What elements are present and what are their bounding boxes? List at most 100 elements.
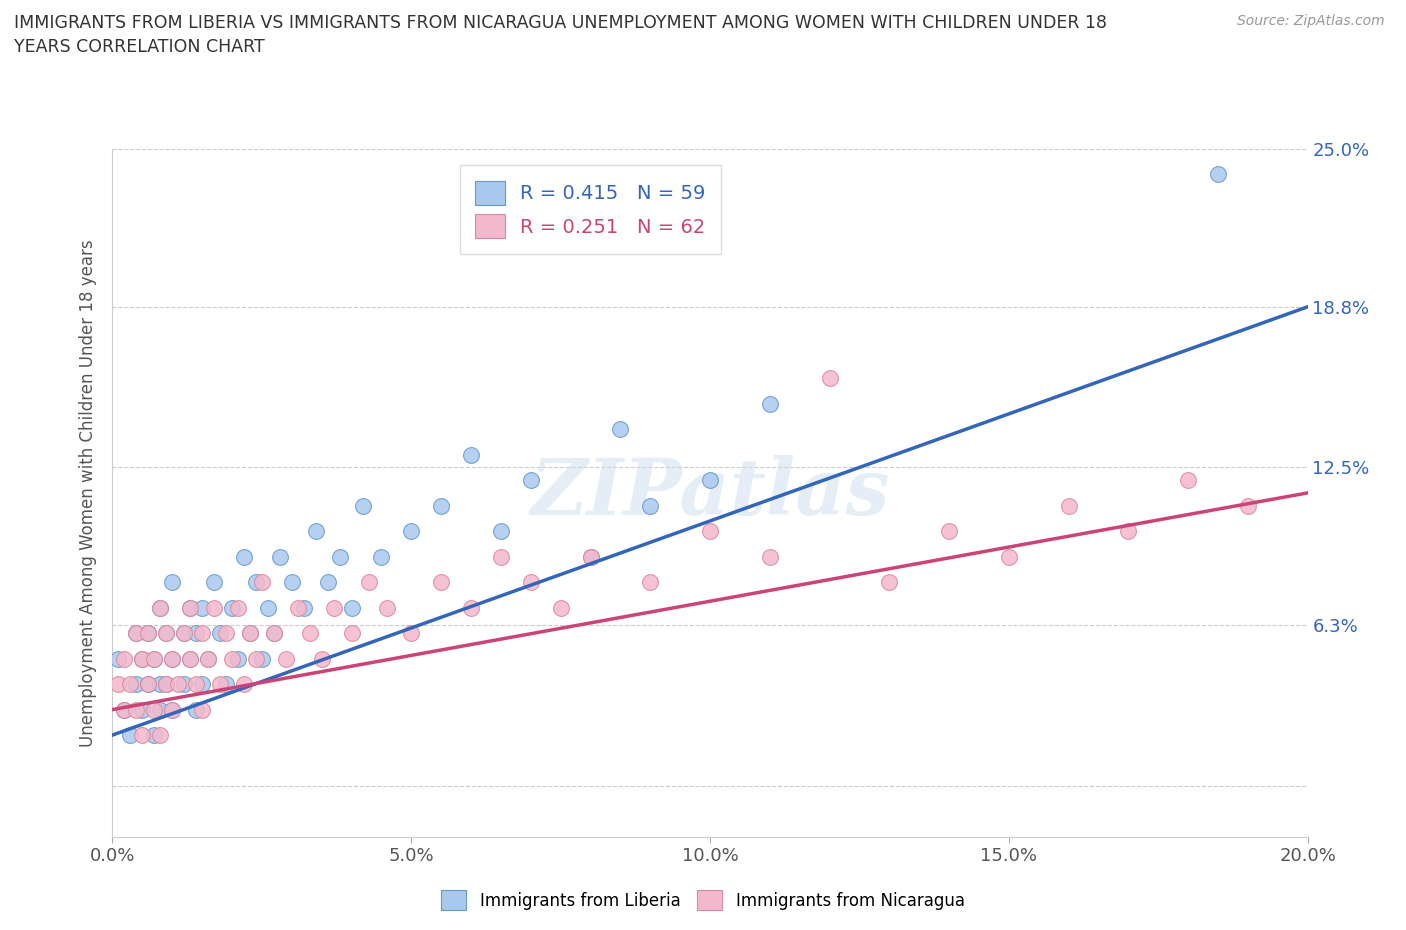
Point xyxy=(1237,498,1260,513)
Point xyxy=(191,626,214,641)
Point xyxy=(143,727,166,742)
Point xyxy=(353,498,375,513)
Point xyxy=(120,727,142,742)
Point xyxy=(107,651,129,666)
Point xyxy=(460,600,482,615)
Point xyxy=(233,677,256,692)
Point xyxy=(998,550,1021,565)
Text: IMMIGRANTS FROM LIBERIA VS IMMIGRANTS FROM NICARAGUA UNEMPLOYMENT AMONG WOMEN WI: IMMIGRANTS FROM LIBERIA VS IMMIGRANTS FR… xyxy=(14,14,1107,56)
Point xyxy=(311,651,333,666)
Point xyxy=(155,677,177,692)
Point xyxy=(460,447,482,462)
Point xyxy=(114,702,135,717)
Point xyxy=(699,472,721,487)
Point xyxy=(114,702,135,717)
Point xyxy=(191,600,214,615)
Point xyxy=(125,626,148,641)
Point xyxy=(305,524,328,538)
Point xyxy=(269,550,291,565)
Point xyxy=(155,626,177,641)
Point xyxy=(401,524,423,538)
Point xyxy=(149,677,172,692)
Point xyxy=(131,727,153,742)
Point xyxy=(550,600,572,615)
Point xyxy=(818,371,841,386)
Point xyxy=(179,651,201,666)
Point xyxy=(202,600,225,615)
Point xyxy=(1206,166,1229,181)
Point xyxy=(699,524,721,538)
Point xyxy=(138,677,160,692)
Point xyxy=(131,702,153,717)
Point xyxy=(489,524,512,538)
Point xyxy=(186,677,208,692)
Point xyxy=(226,651,249,666)
Legend: R = 0.415   N = 59, R = 0.251   N = 62: R = 0.415 N = 59, R = 0.251 N = 62 xyxy=(460,166,721,254)
Point xyxy=(162,651,183,666)
Point xyxy=(579,550,602,565)
Point xyxy=(167,677,190,692)
Point xyxy=(401,626,423,641)
Point xyxy=(138,626,160,641)
Point xyxy=(143,651,166,666)
Point xyxy=(239,626,262,641)
Point xyxy=(250,575,273,590)
Point xyxy=(125,702,148,717)
Point xyxy=(489,550,512,565)
Point xyxy=(209,626,232,641)
Point xyxy=(239,626,262,641)
Point xyxy=(370,550,392,565)
Point xyxy=(143,702,166,717)
Point xyxy=(359,575,381,590)
Text: Source: ZipAtlas.com: Source: ZipAtlas.com xyxy=(1237,14,1385,28)
Point xyxy=(191,702,214,717)
Point xyxy=(1118,524,1140,538)
Point xyxy=(173,677,195,692)
Point xyxy=(1057,498,1080,513)
Point xyxy=(879,575,901,590)
Point xyxy=(125,677,148,692)
Point xyxy=(520,472,543,487)
Legend: Immigrants from Liberia, Immigrants from Nicaragua: Immigrants from Liberia, Immigrants from… xyxy=(434,884,972,917)
Point xyxy=(938,524,960,538)
Point xyxy=(179,600,201,615)
Point xyxy=(138,626,160,641)
Point xyxy=(329,550,352,565)
Point xyxy=(131,651,153,666)
Point xyxy=(263,626,285,641)
Point xyxy=(298,626,321,641)
Point xyxy=(120,677,142,692)
Point xyxy=(233,550,256,565)
Point xyxy=(162,702,183,717)
Point xyxy=(215,677,238,692)
Point xyxy=(257,600,280,615)
Text: ZIPatlas: ZIPatlas xyxy=(530,455,890,531)
Point xyxy=(316,575,339,590)
Point xyxy=(162,651,183,666)
Point xyxy=(202,575,225,590)
Point xyxy=(125,626,148,641)
Point xyxy=(149,600,172,615)
Point xyxy=(155,677,177,692)
Point xyxy=(579,550,602,565)
Point xyxy=(640,498,662,513)
Point xyxy=(221,651,243,666)
Point xyxy=(197,651,219,666)
Point xyxy=(245,575,267,590)
Point xyxy=(520,575,543,590)
Point xyxy=(759,396,782,411)
Point xyxy=(609,421,631,436)
Point xyxy=(179,651,201,666)
Point xyxy=(191,677,214,692)
Point xyxy=(250,651,273,666)
Point xyxy=(149,727,172,742)
Point xyxy=(186,626,208,641)
Point xyxy=(173,626,195,641)
Point xyxy=(287,600,309,615)
Point xyxy=(186,702,208,717)
Point xyxy=(221,600,243,615)
Point xyxy=(430,498,453,513)
Point xyxy=(155,626,177,641)
Point xyxy=(1177,472,1199,487)
Point xyxy=(209,677,232,692)
